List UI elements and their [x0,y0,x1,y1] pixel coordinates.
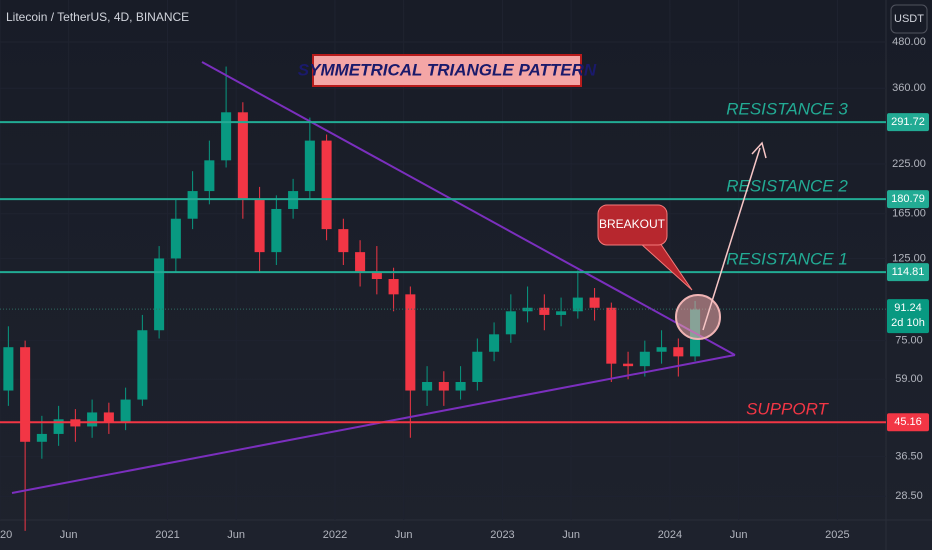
candle-body [304,140,315,192]
candle-body [589,297,600,308]
candles [3,66,701,531]
x-tick-label: 2021 [155,529,179,541]
y-tick-label: 75.00 [895,335,923,347]
x-tick-label: Jun [730,529,748,541]
candle-body [154,258,165,331]
target-arrow [702,147,761,331]
candle-body [170,218,181,259]
candle-body [87,412,98,427]
y-tick-label: 125.00 [892,252,926,264]
chart-title: Litecoin / TetherUS, 4D, BINANCE [6,10,189,24]
candle-body [472,351,483,382]
candle-body [656,347,667,352]
y-tick-label: 225.00 [892,158,926,170]
level-price: 291.72 [891,116,925,128]
level-price: 180.79 [891,193,925,205]
candle-body [572,297,583,312]
x-tick-label: Jun [227,529,245,541]
callout-box [597,204,668,246]
x-tick-label: 2025 [825,529,849,541]
candle-body [505,311,516,335]
level-price: 45.16 [894,416,922,428]
price-axis: 480.00 360.00 225.00 165.00 125.00 75.00 59.00… [0,36,929,541]
candle-body [673,347,684,357]
levels: RESISTANCE 3 RESISTANCE 2 RESISTANCE 1 SUPP… [0,100,886,424]
x-tick-label: Jun [60,529,78,541]
candle-body [120,399,131,423]
candle-body [371,271,382,280]
candle-body [539,307,550,315]
level-tag [887,190,929,209]
level-tag [887,413,929,432]
candle-body [522,307,533,312]
candle-body [20,347,31,442]
candle-body [321,140,332,230]
level-name: RESISTANCE 1 [726,250,848,269]
level-name: SUPPORT [746,400,829,419]
candle-body [355,252,366,272]
candle-body [204,160,215,192]
candle-body [338,229,349,253]
grid [0,0,886,520]
candle-body [221,112,232,161]
last-price: 91.24 [894,302,922,314]
candle-body [556,311,567,315]
candle-body [639,351,650,367]
level-name: RESISTANCE 2 [726,177,848,196]
arrow-head [751,141,767,159]
candle-body [187,191,198,219]
breakout-circle [675,294,721,340]
level-tag [887,113,929,132]
candle-body [438,381,449,391]
level-tag [887,263,929,282]
y-tick-label: 165.00 [892,208,926,220]
level-name: RESISTANCE 3 [726,100,848,119]
candle-body [271,208,282,253]
last-price-tag [887,299,929,334]
pattern-box [312,54,582,87]
candle-body [137,330,148,400]
candle-body [606,307,617,364]
y-tick-label: 36.50 [895,450,923,462]
x-tick-label: 2024 [658,529,682,541]
breakout-label: BREAKOUT [599,217,666,231]
y-tick-label: 480.00 [892,36,926,48]
upper-trendline [201,61,736,356]
candle-body [36,433,47,442]
candle-body [623,363,634,367]
x-tick-label: Jun [395,529,413,541]
candle-body [53,419,64,434]
currency-button[interactable] [890,4,928,34]
candle-body [103,412,114,423]
x-tick-label: 2020 [0,529,12,541]
candle-body [254,199,265,253]
x-tick-label: Jun [562,529,580,541]
candle-body [489,334,500,352]
pattern-label: SYMMETRICAL TRIANGLE PATTERN [298,60,597,79]
candle-body [405,294,416,391]
candle-body [455,381,466,391]
y-tick-label: 360.00 [892,82,926,94]
candle-body [388,279,399,295]
level-price: 114.81 [892,266,925,278]
lower-trendline [11,354,736,494]
candle-body [422,381,433,391]
countdown: 2d 10h [891,317,925,329]
currency-label[interactable]: USDT [894,13,924,25]
y-tick-label: 59.00 [895,373,923,385]
x-tick-label: 2023 [490,529,514,541]
y-tick-label: 28.50 [895,490,923,502]
candle-body [3,347,14,391]
x-tick-label: 2022 [323,529,347,541]
candle-body [237,112,248,200]
